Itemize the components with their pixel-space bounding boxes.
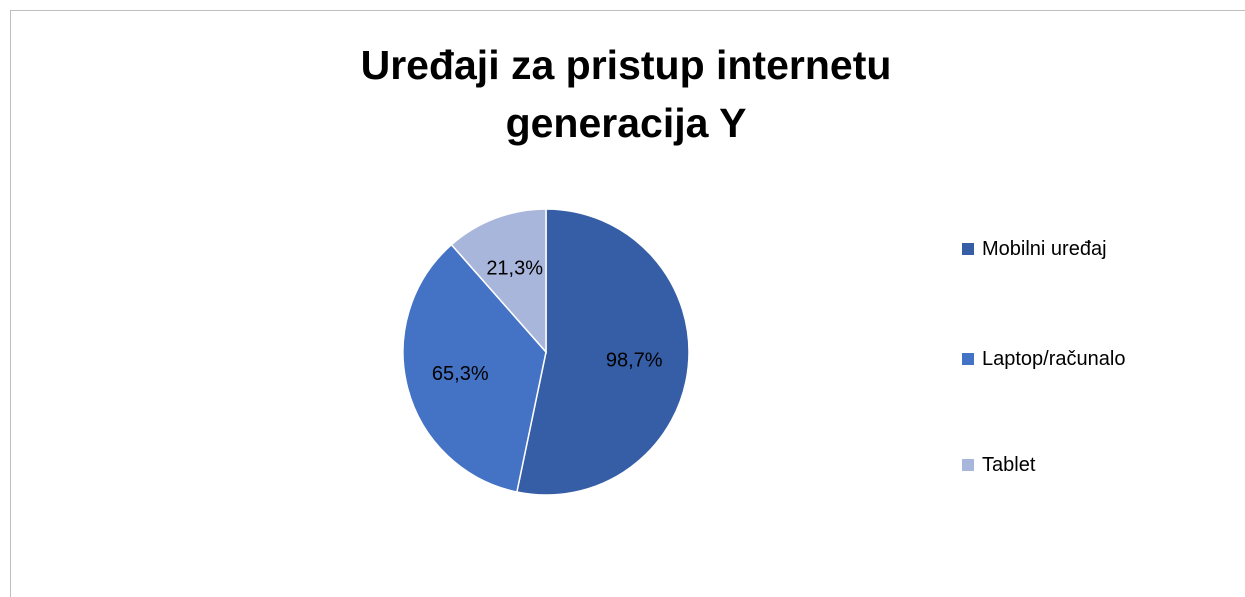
pie-slice (450, 208, 547, 354)
legend-label: Laptop/računalo (982, 348, 1126, 370)
chart-title: Uređaji za pristup internetu generacija … (360, 42, 892, 146)
legend-swatch (962, 243, 974, 255)
pie-slice (515, 208, 690, 496)
legend-swatch (962, 353, 974, 365)
data-label: 65,3% (432, 363, 489, 385)
chart-frame (10, 10, 1245, 597)
legend-item: Tablet (962, 452, 1162, 478)
legend-swatch (962, 459, 974, 471)
legend-item: Mobilni uređaj (962, 236, 1162, 262)
legend-label: Mobilni uređaj (982, 238, 1107, 260)
data-label: 21,3% (486, 257, 543, 279)
data-label: 98,7% (606, 349, 663, 371)
legend-label: Tablet (982, 454, 1036, 476)
legend-item: Laptop/računalo (962, 346, 1162, 372)
pie-slice (402, 243, 547, 493)
